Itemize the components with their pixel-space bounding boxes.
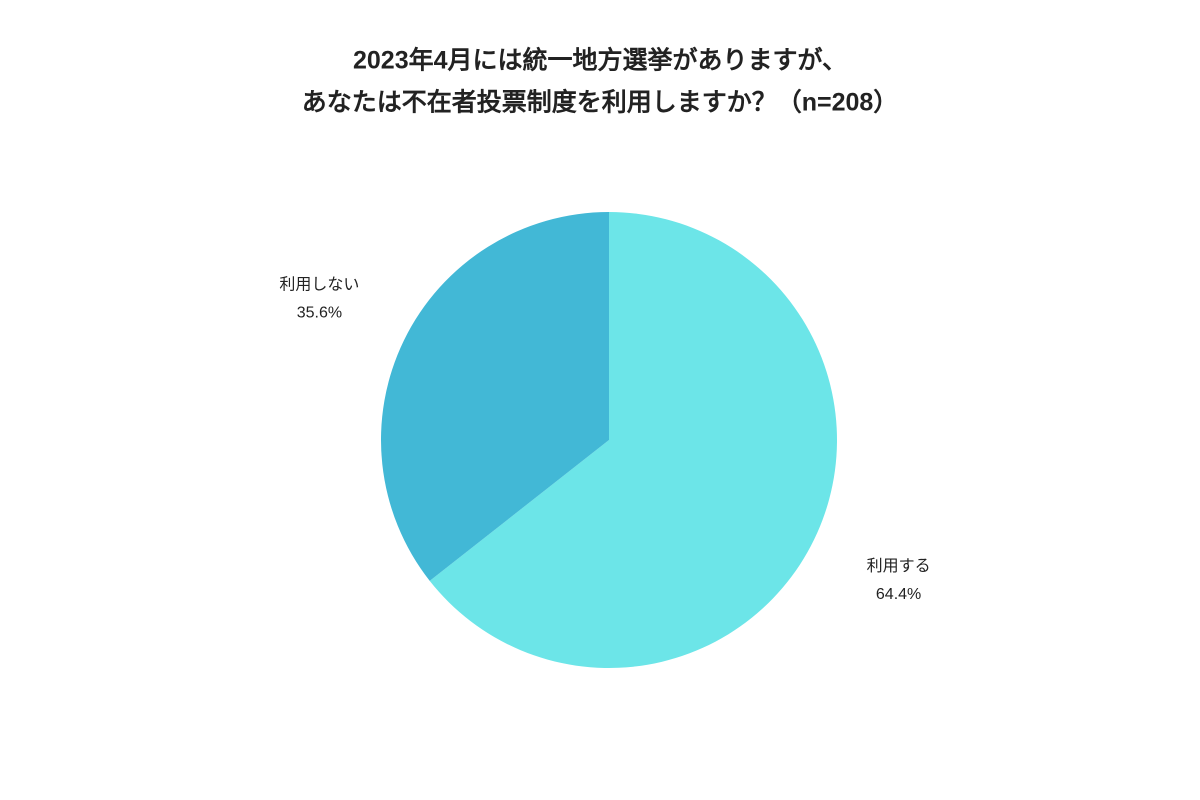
slice-value-label: 35.6% [297,304,342,321]
slice-label: 利用しない [279,275,359,293]
chart-title: 2023年4月には統一地方選挙がありますが、 [353,46,847,75]
slice-value-label: 64.4% [876,586,921,603]
slice-label: 利用する [867,557,931,575]
chart-title: あなたは不在者投票制度を利用しますか？（n=208） [302,88,899,117]
pie-slice [380,212,609,581]
pie-slice [429,212,837,668]
